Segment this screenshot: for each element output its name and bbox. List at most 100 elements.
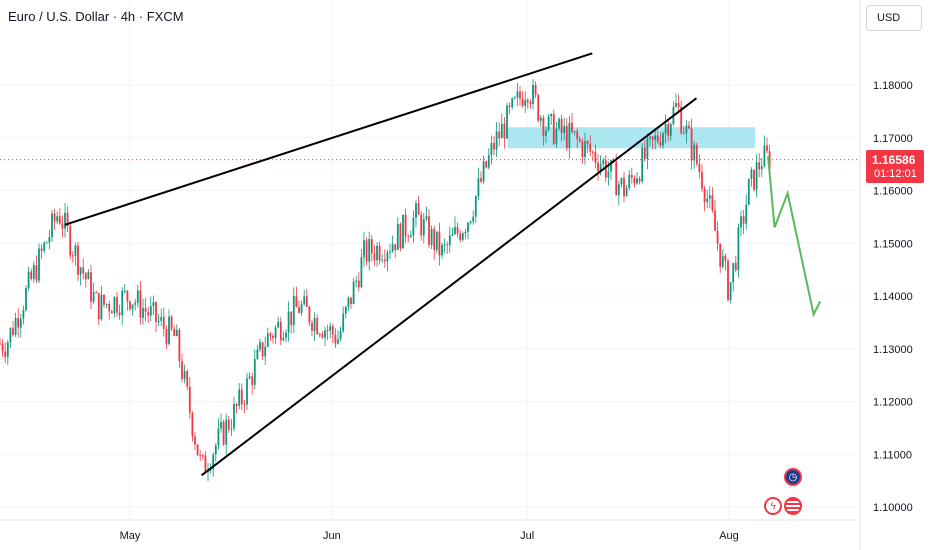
candle-body: [108, 303, 111, 312]
candle-body: [87, 272, 90, 280]
candle-body: [763, 145, 766, 167]
candle: [506, 102, 508, 139]
candle: [121, 287, 124, 325]
candle: [724, 253, 727, 271]
candle: [326, 324, 329, 341]
candle-body: [578, 138, 581, 142]
candle: [373, 245, 376, 267]
candle-body: [152, 302, 155, 307]
candle-body: [84, 273, 87, 280]
candle-body: [641, 147, 644, 182]
candle: [181, 353, 183, 383]
candle-body: [500, 123, 503, 139]
candle: [82, 258, 85, 280]
candle-body: [529, 102, 532, 105]
currency-button[interactable]: USD: [866, 5, 922, 31]
candle-body: [162, 316, 165, 330]
candle-body: [342, 313, 345, 332]
candle-body: [560, 118, 563, 133]
candle-body: [178, 329, 181, 362]
candle: [711, 187, 714, 213]
candle-body: [599, 164, 602, 171]
candle: [719, 243, 722, 273]
candle-body: [633, 177, 636, 184]
candle-body: [248, 376, 251, 379]
candle-body: [308, 306, 311, 323]
candle: [168, 309, 170, 346]
candle-body: [477, 178, 480, 197]
candle-body: [524, 100, 527, 106]
candle: [690, 118, 693, 170]
candle: [264, 336, 267, 365]
candle-body: [768, 151, 771, 171]
candle: [716, 221, 719, 251]
candle-body: [235, 404, 238, 406]
candle: [755, 154, 758, 198]
candle: [92, 282, 95, 305]
candle: [191, 411, 194, 442]
candle: [495, 121, 498, 157]
candle-body: [508, 105, 511, 108]
symbol-title[interactable]: Euro / U.S. Dollar · 4h · FXCM: [8, 9, 184, 24]
candle-body: [357, 280, 360, 288]
y-tick-label: 1.15000: [873, 238, 913, 250]
candle-body: [391, 244, 394, 252]
candle: [53, 208, 56, 231]
candle: [753, 169, 755, 192]
candle-body: [139, 290, 142, 318]
candle: [352, 278, 355, 305]
candle: [758, 153, 761, 178]
candle: [664, 114, 667, 144]
candle-body: [165, 329, 168, 344]
candle: [404, 208, 407, 243]
candle-body: [766, 145, 768, 152]
candle-body: [181, 361, 183, 380]
candle-body: [591, 151, 594, 153]
candle: [4, 342, 7, 364]
candle: [64, 203, 66, 238]
candle: [721, 249, 724, 269]
clock-icon[interactable]: ◷: [784, 468, 802, 486]
candle: [22, 305, 25, 325]
candle: [656, 130, 659, 145]
candle-body: [474, 196, 477, 217]
candle: [365, 237, 368, 266]
candle-body: [282, 337, 285, 341]
candle-body: [157, 320, 160, 322]
candle-body: [17, 318, 20, 328]
candle: [300, 300, 303, 316]
candle-body: [45, 242, 48, 244]
candle-body: [654, 135, 657, 140]
candle: [157, 313, 160, 327]
candle-body: [584, 141, 586, 157]
candle: [134, 298, 137, 311]
candle-body: [386, 252, 389, 262]
candle: [430, 225, 433, 249]
lightning-icon[interactable]: ϟ: [764, 497, 782, 515]
candle-body: [638, 178, 641, 182]
candle-body: [651, 136, 654, 140]
us-flag-icon[interactable]: [784, 497, 802, 515]
candle-body: [311, 322, 313, 331]
candle-body: [214, 445, 217, 455]
candle-body: [383, 259, 386, 262]
candle-body: [0, 343, 1, 345]
candle-body: [443, 244, 446, 246]
candle: [519, 85, 521, 106]
candle-body: [734, 262, 737, 271]
candle: [305, 288, 308, 308]
candle: [116, 292, 118, 317]
last-price-value: 1.16586: [872, 153, 916, 167]
candle-body: [9, 328, 12, 343]
candle: [651, 135, 654, 150]
candle: [487, 148, 490, 170]
candle-body: [732, 262, 735, 283]
candle: [259, 338, 261, 352]
candle: [292, 287, 295, 333]
candle: [760, 157, 763, 178]
candle: [467, 221, 469, 240]
candle-body: [469, 221, 472, 223]
candle-body: [274, 327, 277, 339]
candle-body: [225, 419, 228, 445]
